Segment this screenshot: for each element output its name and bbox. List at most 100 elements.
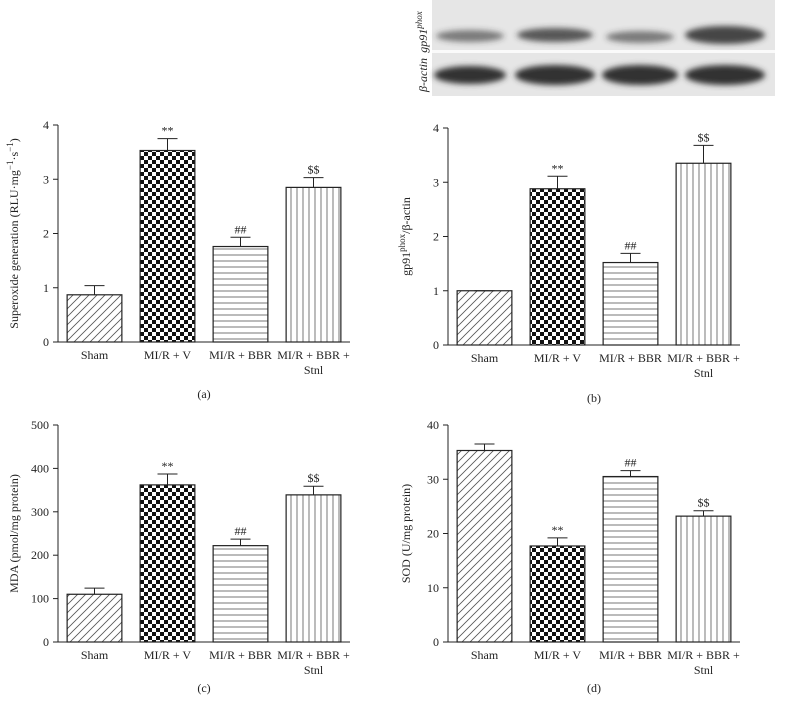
x-tick-label: MI/R + BBR + Stnl: [667, 351, 740, 380]
y-axis-label: MDA (pmol/mg protein): [7, 474, 21, 593]
x-tick-label: MI/R + V: [143, 648, 192, 662]
y-axis-label: gp91phox/β-actin: [397, 197, 413, 276]
annotation: ##: [625, 238, 637, 252]
y-tick-label: 4: [43, 118, 49, 132]
x-tick-label: Sham: [470, 351, 499, 365]
error-bar: [230, 538, 251, 546]
y-tick-label: 10: [427, 581, 439, 595]
bar: [529, 545, 586, 643]
y-tick-label: 1: [433, 284, 439, 298]
x-tick-label: MI/R + BBR + Stnl: [277, 348, 350, 377]
y-tick-label: 200: [31, 548, 49, 562]
x-tick-label: MI/R + BBR: [599, 648, 662, 662]
x-tick-label: MI/R + BBR: [209, 648, 272, 662]
error-bar: [547, 175, 568, 189]
blot-label: β-actin: [416, 58, 430, 93]
error-bar: [157, 138, 178, 151]
error-bar: [303, 177, 324, 188]
blot-label-part: phox: [414, 11, 424, 30]
error-bar: [620, 252, 641, 263]
bar: [602, 261, 659, 346]
x-tick-label: MI/R + BBR + Stnl: [667, 648, 740, 677]
bar: [66, 593, 123, 643]
blot-label-part: gp91: [416, 29, 430, 53]
panel-label: (a): [197, 387, 210, 401]
annotation: ##: [235, 222, 247, 236]
y-tick-label: 2: [433, 230, 439, 244]
error-bar: [693, 510, 714, 517]
annotation: $$: [698, 130, 710, 144]
x-tick-label: Sham: [80, 648, 109, 662]
x-tick-label: MI/R + V: [143, 348, 192, 362]
y-tick-label: 30: [427, 472, 439, 486]
error-bar: [474, 443, 495, 451]
panel-label: (b): [587, 391, 601, 405]
bar: [675, 162, 732, 346]
error-bar: [620, 470, 641, 477]
error-bar: [157, 473, 178, 485]
y-tick-label: 1: [43, 281, 49, 295]
y-axis-label-part: /β-actin: [399, 197, 413, 234]
bar: [66, 294, 123, 343]
bar: [602, 475, 659, 643]
y-tick-label: 3: [43, 172, 49, 186]
y-tick-label: 2: [43, 227, 49, 241]
y-axis-label-part: gp91: [399, 252, 413, 276]
bar: [529, 188, 586, 346]
bar: [212, 245, 269, 343]
annotation: **: [552, 523, 564, 537]
y-axis-label-part: ·s: [7, 152, 21, 161]
x-tick-label: MI/R + BBR: [599, 351, 662, 365]
y-tick-label: 0: [433, 635, 439, 649]
annotation: **: [162, 459, 174, 473]
annotation: ##: [235, 524, 247, 538]
y-axis-label-part: ): [7, 138, 21, 142]
bar: [139, 484, 196, 643]
blot-label-part: β-actin: [416, 58, 430, 93]
panel-label: (d): [587, 681, 601, 695]
error-bar: [693, 144, 714, 164]
annotation: **: [552, 161, 564, 175]
western-blot: [432, 0, 775, 96]
y-axis-label-part: −1: [5, 142, 15, 152]
y-tick-label: 0: [433, 338, 439, 352]
x-tick-label: Sham: [80, 348, 109, 362]
y-axis-label-part: phox: [397, 233, 407, 252]
bar: [285, 186, 342, 343]
bar: [139, 149, 196, 343]
y-axis-label-part: SOD (U/mg protein): [399, 484, 413, 583]
error-bar: [303, 485, 324, 495]
x-tick-label: MI/R + BBR + Stnl: [277, 648, 350, 677]
y-tick-label: 4: [433, 121, 439, 135]
bar: [675, 515, 732, 643]
x-tick-label: Sham: [470, 648, 499, 662]
y-tick-label: 500: [31, 418, 49, 432]
y-axis-label: SOD (U/mg protein): [399, 484, 413, 583]
error-bar: [84, 285, 105, 295]
y-tick-label: 0: [43, 335, 49, 349]
y-tick-label: 20: [427, 527, 439, 541]
y-tick-label: 40: [427, 418, 439, 432]
annotation: **: [162, 124, 174, 138]
y-axis-label-part: −1: [5, 161, 15, 171]
x-tick-label: MI/R + BBR: [209, 348, 272, 362]
y-axis-label: Superoxide generation (RLU·mg−1·s−1): [5, 138, 21, 328]
y-tick-label: 400: [31, 461, 49, 475]
annotation: $$: [308, 471, 320, 485]
annotation: $$: [308, 163, 320, 177]
y-axis-label-part: MDA (pmol/mg protein): [7, 474, 21, 593]
panel-label: (c): [197, 681, 210, 695]
x-tick-label: MI/R + V: [533, 351, 582, 365]
error-bar: [230, 236, 251, 247]
bar: [456, 290, 513, 346]
error-bar: [547, 537, 568, 546]
blot-label: gp91phox: [414, 11, 430, 53]
x-tick-label: MI/R + V: [533, 648, 582, 662]
y-tick-label: 100: [31, 592, 49, 606]
y-tick-label: 0: [43, 635, 49, 649]
annotation: ##: [625, 456, 637, 470]
y-axis-label-part: Superoxide generation (RLU·mg: [7, 170, 21, 329]
bar: [456, 449, 513, 643]
